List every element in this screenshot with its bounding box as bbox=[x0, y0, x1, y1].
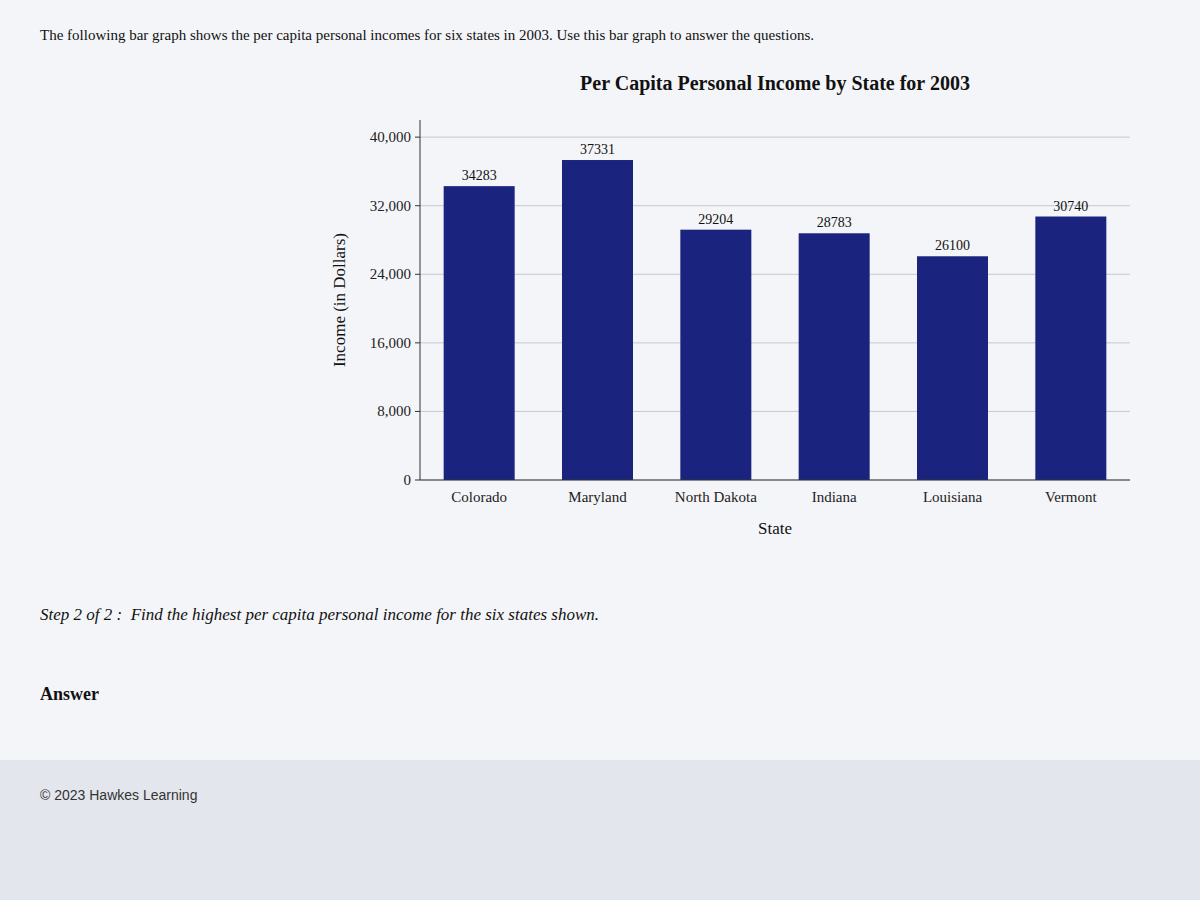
bar bbox=[562, 160, 633, 480]
chart: Per Capita Personal Income by State for … bbox=[330, 72, 1130, 538]
y-tick bbox=[415, 480, 420, 481]
footer-band bbox=[0, 760, 1200, 900]
bar bbox=[917, 256, 988, 480]
x-tick-label: Louisiana bbox=[923, 489, 982, 505]
grid-line bbox=[420, 480, 1130, 481]
answer-text: Answer bbox=[40, 684, 99, 704]
x-axis-label: State bbox=[758, 519, 792, 538]
bar bbox=[1035, 217, 1106, 480]
x-tick-label: Maryland bbox=[568, 489, 627, 505]
grid-line bbox=[420, 342, 1130, 343]
bar bbox=[799, 233, 870, 480]
data-label: 28783 bbox=[817, 215, 852, 230]
step-text: Step 2 of 2 : Find the highest per capit… bbox=[40, 605, 599, 624]
data-label: 30740 bbox=[1053, 199, 1088, 214]
y-tick bbox=[415, 137, 420, 138]
copyright-text: © 2023 Hawkes Learning bbox=[40, 787, 197, 803]
grid-line bbox=[420, 274, 1130, 275]
x-tick-label: North Dakota bbox=[675, 489, 757, 505]
y-tick-label: 24,000 bbox=[370, 266, 411, 282]
data-label: 37331 bbox=[580, 142, 615, 157]
grid-line bbox=[420, 411, 1130, 412]
y-tick bbox=[415, 274, 420, 275]
page: The following bar graph shows the per ca… bbox=[0, 0, 1200, 900]
data-labels: 34283 37331 29204 28783 26100 30740 bbox=[462, 142, 1089, 253]
bars bbox=[444, 160, 1107, 480]
header-text: The following bar graph shows the per ca… bbox=[40, 27, 814, 43]
x-tick-label: Indiana bbox=[812, 489, 857, 505]
x-tick-label: Colorado bbox=[451, 489, 507, 505]
y-tick-label: 40,000 bbox=[370, 129, 411, 145]
grid-line bbox=[420, 205, 1130, 206]
x-tick-label: Vermont bbox=[1045, 489, 1097, 505]
y-tick bbox=[415, 205, 420, 206]
grid-line bbox=[420, 137, 1130, 138]
y-axis-line bbox=[420, 120, 421, 480]
y-tick-label: 8,000 bbox=[377, 403, 411, 419]
data-label: 26100 bbox=[935, 238, 970, 253]
data-label: 29204 bbox=[698, 212, 733, 227]
data-label: 34283 bbox=[462, 168, 497, 183]
y-tick-label: 32,000 bbox=[370, 198, 411, 214]
x-axis-line bbox=[420, 480, 1130, 481]
y-tick bbox=[415, 411, 420, 412]
bar bbox=[444, 186, 515, 480]
y-tick bbox=[415, 342, 420, 343]
y-axis: 0 8,000 16,000 24,000 32,000 40,000 bbox=[370, 129, 1130, 488]
y-tick-label: 0 bbox=[404, 472, 412, 488]
page-background bbox=[0, 0, 1200, 900]
y-axis-label: Income (in Dollars) bbox=[330, 233, 349, 367]
y-tick-label: 16,000 bbox=[370, 335, 411, 351]
chart-title: Per Capita Personal Income by State for … bbox=[580, 72, 970, 95]
x-axis: Colorado Maryland North Dakota Indiana Louis… bbox=[451, 489, 1097, 505]
bar bbox=[680, 230, 751, 480]
